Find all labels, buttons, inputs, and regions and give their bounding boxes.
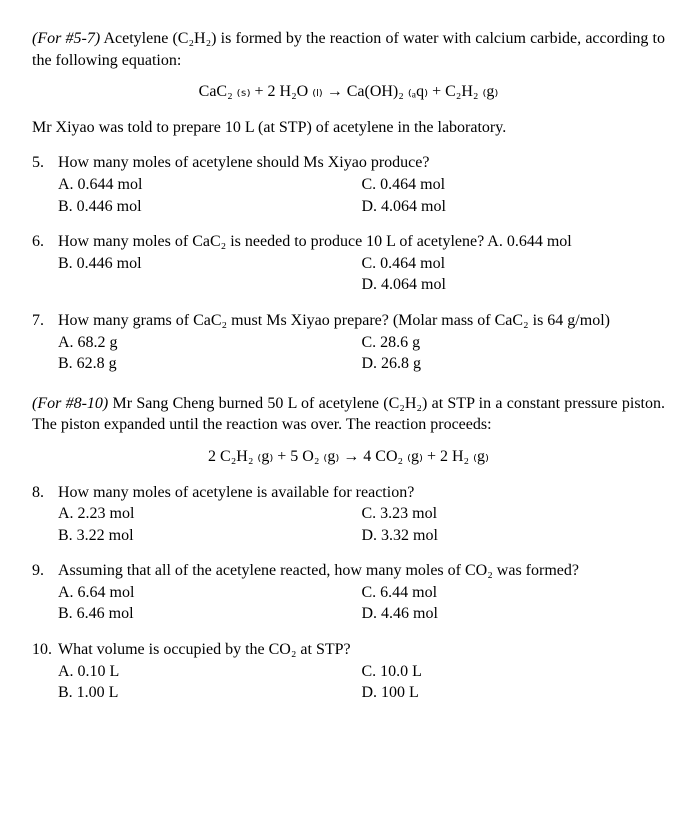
intro-text: Acetylene (C₂H₂) is formed by the reacti… xyxy=(32,30,665,69)
intro2-text: Mr Sang Cheng burned 50 L of acetylene (… xyxy=(32,395,665,434)
q5-choice-b: B. 0.446 mol xyxy=(58,196,362,218)
q7-num: 7. xyxy=(32,310,58,332)
q9-num: 9. xyxy=(32,560,58,582)
question-5: 5. How many moles of acetylene should Ms… xyxy=(32,152,665,217)
question-7: 7. How many grams of CaC₂ must Ms Xiyao … xyxy=(32,310,665,375)
question-9: 9. Assuming that all of the acetylene re… xyxy=(32,560,665,625)
q10-choice-d: D. 100 L xyxy=(362,682,666,704)
q8-choice-a: A. 2.23 mol xyxy=(58,503,362,525)
q10-num: 10. xyxy=(32,639,58,661)
q5-choice-c: C. 0.464 mol xyxy=(362,174,666,196)
question-6: 6. How many moles of CaC₂ is needed to p… xyxy=(32,231,665,296)
q6-num: 6. xyxy=(32,231,58,253)
q9-text: Assuming that all of the acetylene react… xyxy=(58,560,665,582)
equation-2: 2 C₂H₂ ₍g₎ + 5 O₂ ₍g₎ → 4 CO₂ ₍g₎ + 2 H₂… xyxy=(32,446,665,468)
q7-text: How many grams of CaC₂ must Ms Xiyao pre… xyxy=(58,310,665,332)
q9-choice-b: B. 6.46 mol xyxy=(58,603,362,625)
q10-choice-a: A. 0.10 L xyxy=(58,661,362,683)
q10-text: What volume is occupied by the CO₂ at ST… xyxy=(58,639,665,661)
q9-choice-a: A. 6.64 mol xyxy=(58,582,362,604)
q8-text: How many moles of acetylene is available… xyxy=(58,482,665,504)
q5-text: How many moles of acetylene should Ms Xi… xyxy=(58,152,665,174)
intro-8-10: (For #8-10) Mr Sang Cheng burned 50 L of… xyxy=(32,393,665,436)
q10-choice-c: C. 10.0 L xyxy=(362,661,666,683)
q7-choice-b: B. 62.8 g xyxy=(58,353,362,375)
q6-choice-d: D. 4.064 mol xyxy=(362,274,666,296)
intro2-label: (For #8-10) xyxy=(32,395,108,412)
q8-choice-c: C. 3.23 mol xyxy=(362,503,666,525)
intro-label: (For #5-7) xyxy=(32,30,100,47)
question-8: 8. How many moles of acetylene is availa… xyxy=(32,482,665,547)
q8-num: 8. xyxy=(32,482,58,504)
intro-5-7-line2: Mr Xiyao was told to prepare 10 L (at ST… xyxy=(32,117,665,139)
q9-choice-c: C. 6.44 mol xyxy=(362,582,666,604)
q7-choice-a: A. 68.2 g xyxy=(58,332,362,354)
q5-choice-d: D. 4.064 mol xyxy=(362,196,666,218)
q5-num: 5. xyxy=(32,152,58,174)
q6-choice-c: C. 0.464 mol xyxy=(362,253,666,275)
q7-choice-c: C. 28.6 g xyxy=(362,332,666,354)
q5-choice-a: A. 0.644 mol xyxy=(58,174,362,196)
q8-choice-d: D. 3.32 mol xyxy=(362,525,666,547)
q8-choice-b: B. 3.22 mol xyxy=(58,525,362,547)
q6-choice-b: B. 0.446 mol xyxy=(58,253,362,275)
q6-text: How many moles of CaC₂ is needed to prod… xyxy=(58,231,665,253)
equation-1: CaC₂ ₍ₛ₎ + 2 H₂O ₍ₗ₎ → Ca(OH)₂ ₍ₐq₎ + C₂… xyxy=(32,81,665,103)
question-10: 10. What volume is occupied by the CO₂ a… xyxy=(32,639,665,704)
intro-5-7: (For #5-7) Acetylene (C₂H₂) is formed by… xyxy=(32,28,665,71)
q9-choice-d: D. 4.46 mol xyxy=(362,603,666,625)
q7-choice-d: D. 26.8 g xyxy=(362,353,666,375)
q10-choice-b: B. 1.00 L xyxy=(58,682,362,704)
